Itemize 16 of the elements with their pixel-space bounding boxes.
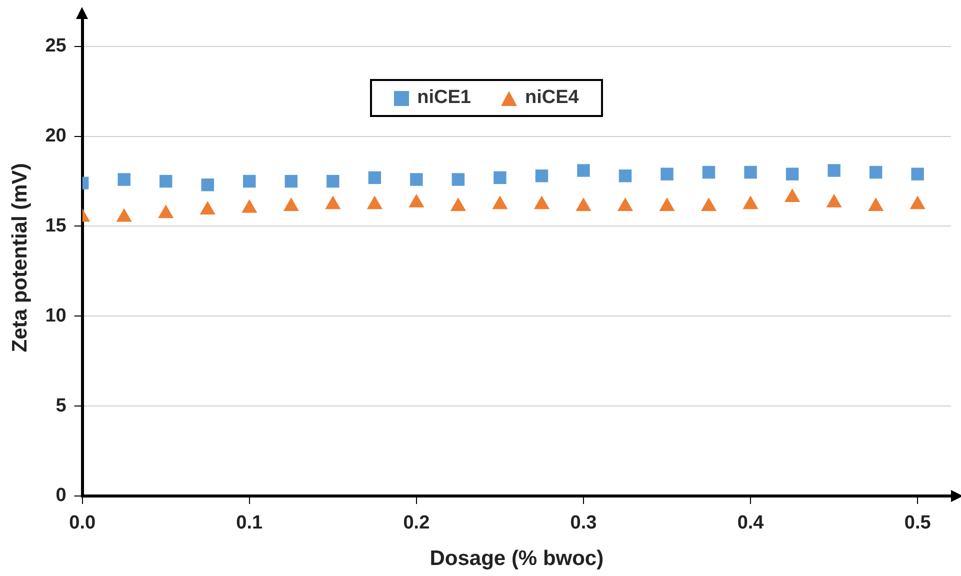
legend-label: niCE4	[525, 87, 579, 110]
y-tick-label: 20	[45, 126, 66, 147]
x-tick-label: 0.0	[69, 512, 96, 534]
x-tick-label: 0.3	[570, 512, 597, 534]
y-tick-label: 25	[45, 36, 67, 57]
y-tick-label: 0	[56, 485, 66, 506]
x-tick-label: 0.4	[737, 512, 764, 534]
x-tick-label: 0.2	[403, 512, 430, 534]
y-axis-title: Zeta potential (mV)	[8, 163, 32, 352]
x-tick-label: 0.5	[904, 512, 932, 534]
x-tick-label: 0.1	[236, 512, 264, 534]
y-tick-label: 10	[45, 305, 66, 326]
y-tick-label: 5	[56, 395, 67, 416]
legend-label: niCE1	[417, 87, 472, 110]
y-tick-label: 15	[45, 215, 67, 236]
x-axis-title: Dosage (% bwoc)	[430, 547, 604, 570]
